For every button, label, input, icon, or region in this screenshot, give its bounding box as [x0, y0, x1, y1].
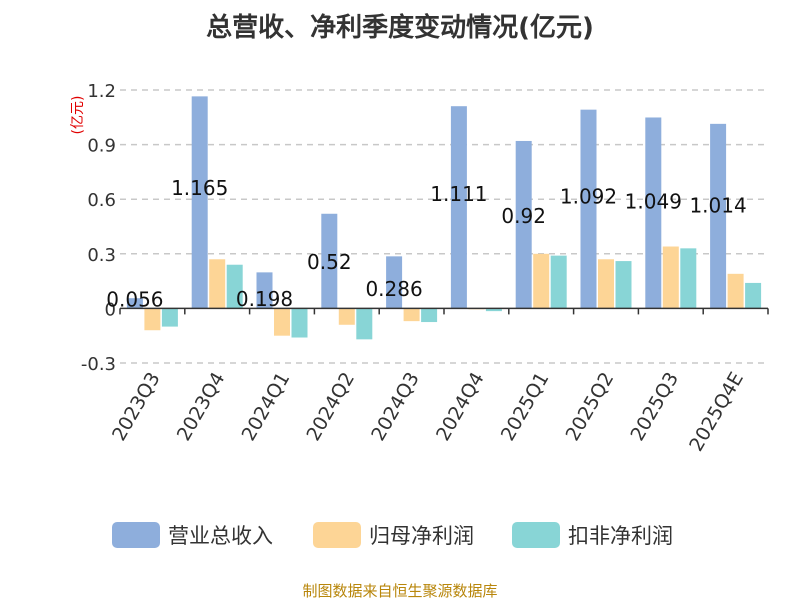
bar-1-2024Q1[interactable] — [256, 272, 273, 309]
x-tick-label: 2024Q2 — [302, 369, 359, 445]
bar-3-2025Q3[interactable] — [680, 248, 697, 309]
bar-3-2024Q4[interactable] — [485, 308, 502, 312]
data-label: 1.165 — [171, 176, 228, 200]
data-label: 0.286 — [365, 277, 422, 301]
x-tick-label: 2023Q3 — [108, 369, 165, 445]
x-tick-label: 2025Q2 — [562, 369, 619, 445]
bar-3-2024Q3[interactable] — [421, 308, 438, 323]
bar-1-2024Q3[interactable] — [386, 256, 403, 309]
data-label: 0.198 — [236, 287, 293, 311]
source-note: 制图数据来自恒生聚源数据库 — [302, 582, 497, 600]
x-tick-label: 2023Q4 — [173, 369, 230, 445]
bars — [126, 96, 762, 340]
y-tick-label: 0.6 — [87, 190, 116, 211]
bar-2-2024Q1[interactable] — [274, 308, 290, 336]
bar-2-2025Q4E[interactable] — [727, 273, 744, 309]
y-tick-label: 1.2 — [87, 81, 116, 102]
bar-3-2023Q4[interactable] — [226, 264, 243, 309]
bar-3-2025Q1[interactable] — [550, 255, 567, 309]
y-axis-ticks: -0.3 0 0.3 0.6 0.9 1.2 — [81, 81, 116, 375]
data-label: 1.049 — [625, 189, 682, 213]
legend[interactable]: 营业总收入 归母净利润 扣非净利润 — [112, 522, 673, 548]
legend-item-2[interactable]: 归母净利润 — [313, 522, 474, 548]
x-axis-ticks: 2023Q3 2023Q4 2024Q1 2024Q2 2024Q3 2024Q4 2025… — [108, 369, 748, 456]
bar-2-2023Q3[interactable] — [144, 308, 161, 331]
bar-3-2025Q4E[interactable] — [745, 282, 762, 309]
bar-1-2023Q3[interactable] — [126, 298, 143, 309]
y-tick-label: 0.9 — [87, 136, 116, 157]
bar-3-2023Q3[interactable] — [161, 308, 178, 327]
y-tick-label: 0 — [105, 299, 116, 320]
legend-item-3[interactable]: 扣非净利润 — [512, 522, 673, 548]
x-tick-label: 2024Q3 — [367, 369, 424, 445]
y-tick-label: -0.3 — [81, 354, 116, 375]
bar-1-2024Q2[interactable] — [321, 213, 338, 309]
bar-2-2024Q2[interactable] — [338, 308, 355, 325]
legend-item-1[interactable]: 营业总收入 — [112, 522, 273, 548]
data-label: 1.014 — [689, 193, 746, 217]
bar-1-2025Q2[interactable] — [580, 109, 597, 309]
data-label: 1.092 — [560, 184, 617, 208]
x-tick-label: 2024Q1 — [238, 369, 295, 445]
bar-1-2023Q4[interactable] — [191, 96, 208, 309]
x-tick-label: 2025Q4E — [685, 369, 748, 456]
bar-2-2025Q2[interactable] — [598, 259, 614, 309]
legend-label: 扣非净利润 — [568, 524, 673, 548]
bar-1-2025Q4E[interactable] — [710, 123, 727, 309]
data-labels: 0.056 1.165 0.198 0.52 0.286 1.111 0.92 1.092 1.… — [106, 176, 746, 311]
bar-2-2025Q1[interactable] — [533, 253, 550, 309]
data-label: 0.056 — [106, 287, 163, 311]
y-axis-unit: (亿元) — [70, 96, 86, 135]
data-label: 0.92 — [501, 204, 546, 228]
bar-2-2024Q3[interactable] — [403, 308, 420, 322]
bar-1-2025Q3[interactable] — [645, 117, 662, 309]
x-tick-label: 2025Q1 — [497, 369, 554, 445]
legend-label: 营业总收入 — [168, 524, 273, 548]
y-tick-label: 0.3 — [87, 245, 116, 266]
x-tick-label: 2024Q4 — [432, 369, 489, 445]
chart-title: 总营收、净利季度变动情况(亿元) — [206, 12, 594, 43]
bar-1-2025Q1[interactable] — [515, 140, 532, 309]
data-label: 0.52 — [307, 250, 352, 274]
x-tick-label: 2025Q3 — [626, 369, 683, 445]
legend-swatch — [313, 522, 361, 548]
legend-label: 归母净利润 — [369, 524, 474, 548]
legend-swatch — [512, 522, 560, 548]
bar-2-2025Q3[interactable] — [662, 246, 679, 309]
x-axis — [119, 307, 769, 315]
legend-swatch — [112, 522, 160, 548]
gridlines — [120, 89, 768, 364]
bar-3-2025Q2[interactable] — [615, 261, 632, 309]
bar-2-2023Q4[interactable] — [209, 259, 226, 309]
data-label: 1.111 — [430, 182, 487, 206]
bar-3-2024Q1[interactable] — [291, 308, 308, 338]
bar-3-2024Q2[interactable] — [356, 308, 373, 340]
bar-1-2024Q4[interactable] — [450, 106, 467, 309]
